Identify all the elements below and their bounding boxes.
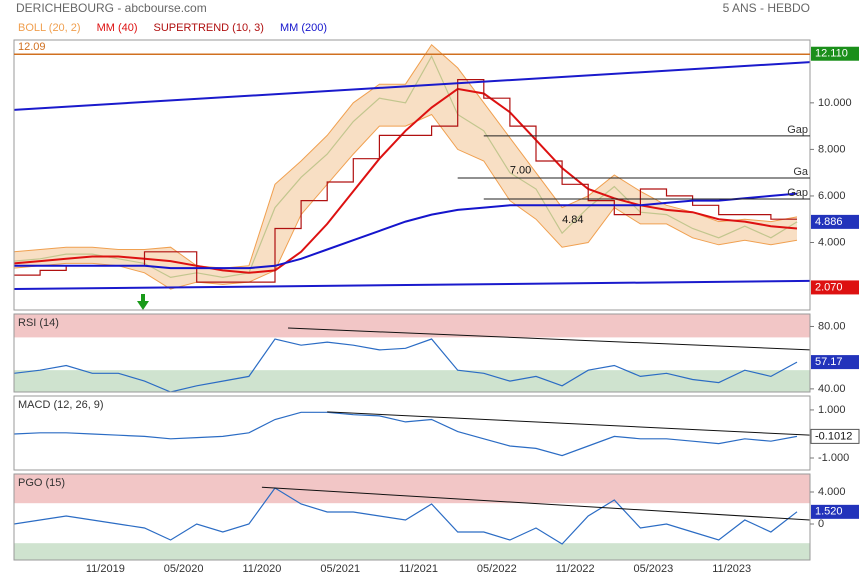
chart-title: DERICHEBOURG - abcbourse.com bbox=[16, 1, 207, 15]
level-label: 12.09 bbox=[18, 41, 46, 53]
annotation: 7.00 bbox=[510, 164, 531, 176]
legend-entry: MM (200) bbox=[280, 22, 327, 34]
x-tick-label: 05/2023 bbox=[634, 563, 674, 575]
legend-entry: SUPERTREND (10, 3) bbox=[154, 22, 264, 34]
price-marker bbox=[811, 280, 859, 295]
trendline bbox=[288, 327, 810, 351]
y-tick-label: 1.000 bbox=[818, 404, 846, 416]
annotation: 4.84 bbox=[562, 214, 583, 226]
line-line bbox=[14, 338, 798, 392]
panel bbox=[14, 474, 810, 560]
line-line bbox=[14, 192, 798, 270]
y-tick-label: 80.00 bbox=[818, 320, 846, 332]
y-tick-label: 4.000 bbox=[818, 486, 846, 498]
panel bbox=[14, 314, 810, 392]
line-line bbox=[14, 487, 798, 545]
legend-entry: MM (40) bbox=[97, 22, 138, 34]
boll-line bbox=[14, 43, 798, 269]
price-marker-label: 2.070 bbox=[815, 281, 843, 293]
step-line bbox=[14, 79, 797, 283]
price-marker-label: 1.520 bbox=[815, 506, 843, 518]
zone bbox=[14, 314, 810, 338]
x-tick-label: 05/2022 bbox=[477, 563, 517, 575]
y-tick-label: 4.000 bbox=[818, 236, 846, 248]
panel-frame bbox=[13, 473, 811, 561]
price-marker-label: 4.886 bbox=[815, 216, 843, 228]
trendline bbox=[14, 61, 810, 111]
price-marker bbox=[811, 504, 859, 519]
zone bbox=[14, 370, 810, 392]
panel bbox=[14, 411, 810, 457]
y-tick-label: 40.00 bbox=[818, 383, 846, 395]
zone bbox=[14, 543, 810, 560]
x-tick-label: 05/2021 bbox=[320, 563, 360, 575]
price-marker bbox=[811, 355, 859, 370]
panel-frame bbox=[13, 395, 811, 471]
panel-title: MACD (12, 26, 9) bbox=[18, 399, 104, 411]
trendline bbox=[261, 486, 810, 521]
panel-frame bbox=[13, 39, 811, 311]
y-tick-label: -1.000 bbox=[818, 452, 849, 464]
x-tick-label: 05/2020 bbox=[164, 563, 204, 575]
gap-label: Gap bbox=[787, 187, 808, 199]
x-tick-label: 11/2022 bbox=[556, 563, 595, 575]
period-label: 5 ANS - HEBDO bbox=[723, 1, 810, 15]
trendline bbox=[327, 411, 810, 436]
gap-label: Ga bbox=[793, 166, 809, 178]
price-marker-label: 12.110 bbox=[815, 48, 848, 60]
zone bbox=[14, 474, 810, 504]
panel-title: RSI (14) bbox=[18, 317, 59, 329]
price-marker bbox=[811, 46, 859, 61]
price-marker-label: -0.1012 bbox=[815, 430, 852, 442]
y-tick-label: 10.000 bbox=[818, 97, 852, 109]
x-tick-label: 11/2020 bbox=[242, 563, 281, 575]
price-marker bbox=[811, 214, 859, 229]
gap-label: Gap bbox=[787, 124, 808, 136]
x-tick-label: 11/2023 bbox=[712, 563, 751, 575]
boll-fill bbox=[14, 44, 797, 290]
panel-title: PGO (15) bbox=[18, 477, 65, 489]
boll-line bbox=[14, 113, 798, 290]
trendline bbox=[14, 279, 810, 291]
signal-arrow bbox=[137, 294, 149, 310]
y-tick-label: 0 bbox=[818, 518, 824, 530]
x-tick-label: 11/2019 bbox=[86, 563, 125, 575]
x-tick-label: 11/2021 bbox=[399, 563, 438, 575]
legend-entry: BOLL (20, 2) bbox=[18, 22, 81, 34]
panel-frame bbox=[13, 313, 811, 393]
y-tick-label: 6.000 bbox=[818, 190, 846, 202]
price-marker bbox=[810, 428, 860, 444]
y-tick-label: 8.000 bbox=[818, 143, 846, 155]
line-line bbox=[14, 411, 798, 457]
panel bbox=[14, 43, 810, 291]
price-marker-label: 57.17 bbox=[815, 356, 843, 368]
